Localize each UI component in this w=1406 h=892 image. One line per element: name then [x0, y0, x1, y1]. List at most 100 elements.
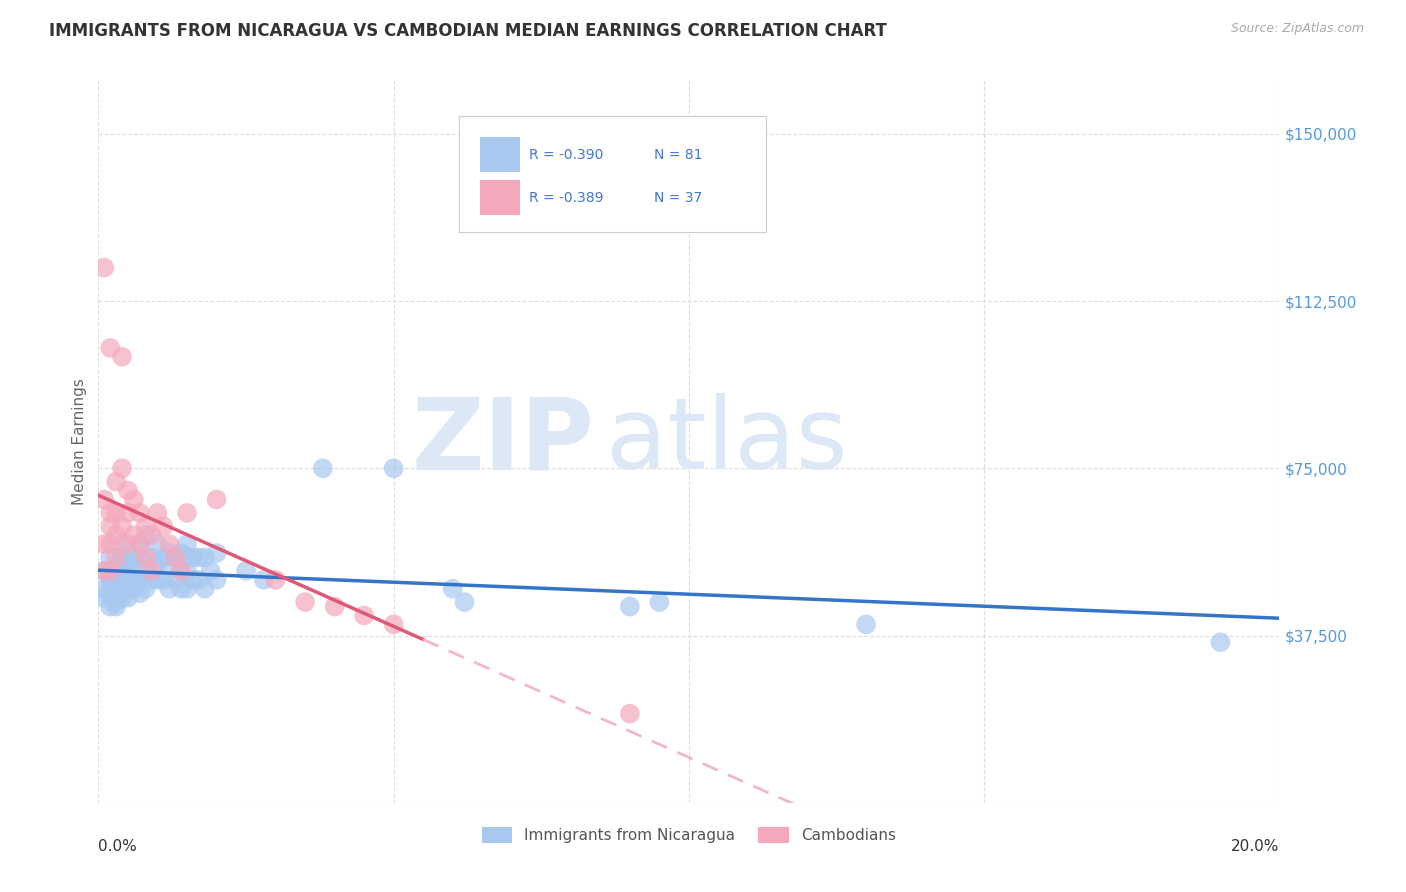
- Point: [98, 564, 121, 578]
- Point: [117, 506, 139, 520]
- Point: [93, 564, 115, 578]
- Legend: Immigrants from Nicaragua, Cambodians: Immigrants from Nicaragua, Cambodians: [475, 822, 903, 849]
- Point: [98, 506, 121, 520]
- Text: R = -0.390: R = -0.390: [530, 148, 603, 161]
- Point: [165, 573, 187, 587]
- Point: [181, 573, 204, 587]
- Point: [152, 573, 174, 587]
- Point: [111, 582, 134, 596]
- Point: [146, 555, 169, 569]
- Point: [176, 506, 198, 520]
- Point: [105, 573, 128, 587]
- Text: N = 81: N = 81: [654, 148, 702, 161]
- Text: Source: ZipAtlas.com: Source: ZipAtlas.com: [1230, 22, 1364, 36]
- Point: [165, 550, 187, 565]
- Point: [141, 528, 163, 542]
- Point: [93, 564, 115, 578]
- Point: [181, 550, 204, 565]
- Point: [122, 564, 145, 578]
- Point: [135, 582, 157, 596]
- Point: [98, 537, 121, 551]
- Point: [105, 475, 128, 489]
- Point: [98, 550, 121, 565]
- Point: [205, 492, 228, 507]
- Point: [382, 461, 405, 475]
- Point: [152, 519, 174, 533]
- Point: [176, 537, 198, 551]
- Point: [98, 519, 121, 533]
- Text: ZIP: ZIP: [412, 393, 595, 490]
- Point: [205, 546, 228, 560]
- Point: [146, 506, 169, 520]
- Point: [200, 564, 222, 578]
- Point: [98, 591, 121, 605]
- Point: [98, 599, 121, 614]
- Point: [117, 555, 139, 569]
- FancyBboxPatch shape: [479, 136, 520, 172]
- Point: [105, 528, 128, 542]
- Point: [176, 550, 198, 565]
- Point: [111, 519, 134, 533]
- Point: [382, 617, 405, 632]
- Point: [1209, 635, 1232, 649]
- Point: [111, 564, 134, 578]
- Point: [105, 506, 128, 520]
- Point: [441, 582, 464, 596]
- Text: IMMIGRANTS FROM NICARAGUA VS CAMBODIAN MEDIAN EARNINGS CORRELATION CHART: IMMIGRANTS FROM NICARAGUA VS CAMBODIAN M…: [49, 22, 887, 40]
- Point: [194, 582, 217, 596]
- FancyBboxPatch shape: [479, 180, 520, 215]
- Point: [111, 591, 134, 605]
- Point: [105, 586, 128, 600]
- Point: [170, 582, 193, 596]
- Point: [648, 595, 671, 609]
- Point: [157, 546, 180, 560]
- Point: [93, 591, 115, 605]
- Point: [135, 564, 157, 578]
- Point: [146, 573, 169, 587]
- Point: [105, 582, 128, 596]
- Point: [187, 573, 209, 587]
- Text: 0.0%: 0.0%: [98, 838, 138, 854]
- Text: atlas: atlas: [606, 393, 848, 490]
- Point: [128, 506, 150, 520]
- Point: [117, 537, 139, 551]
- Point: [117, 591, 139, 605]
- Text: R = -0.389: R = -0.389: [530, 191, 605, 205]
- Y-axis label: Median Earnings: Median Earnings: [72, 378, 87, 505]
- Point: [264, 573, 287, 587]
- Point: [111, 550, 134, 565]
- Point: [194, 550, 217, 565]
- Point: [117, 483, 139, 498]
- Point: [170, 564, 193, 578]
- Point: [170, 546, 193, 560]
- Point: [135, 519, 157, 533]
- Point: [128, 550, 150, 565]
- Point: [93, 537, 115, 551]
- Point: [146, 537, 169, 551]
- Point: [157, 559, 180, 574]
- Point: [122, 550, 145, 565]
- Point: [353, 608, 375, 623]
- Point: [323, 599, 346, 614]
- Point: [170, 564, 193, 578]
- Point: [111, 573, 134, 587]
- Point: [205, 573, 228, 587]
- Point: [128, 586, 150, 600]
- Point: [855, 617, 877, 632]
- Point: [187, 550, 209, 565]
- Point: [117, 564, 139, 578]
- Point: [128, 537, 150, 551]
- Point: [122, 492, 145, 507]
- Point: [141, 564, 163, 578]
- Point: [122, 582, 145, 596]
- Point: [105, 599, 128, 614]
- Point: [93, 582, 115, 596]
- Point: [135, 550, 157, 565]
- Point: [105, 595, 128, 609]
- Point: [93, 260, 115, 275]
- Point: [176, 564, 198, 578]
- Point: [152, 550, 174, 565]
- Point: [105, 559, 128, 574]
- Point: [619, 599, 641, 614]
- Point: [105, 550, 128, 565]
